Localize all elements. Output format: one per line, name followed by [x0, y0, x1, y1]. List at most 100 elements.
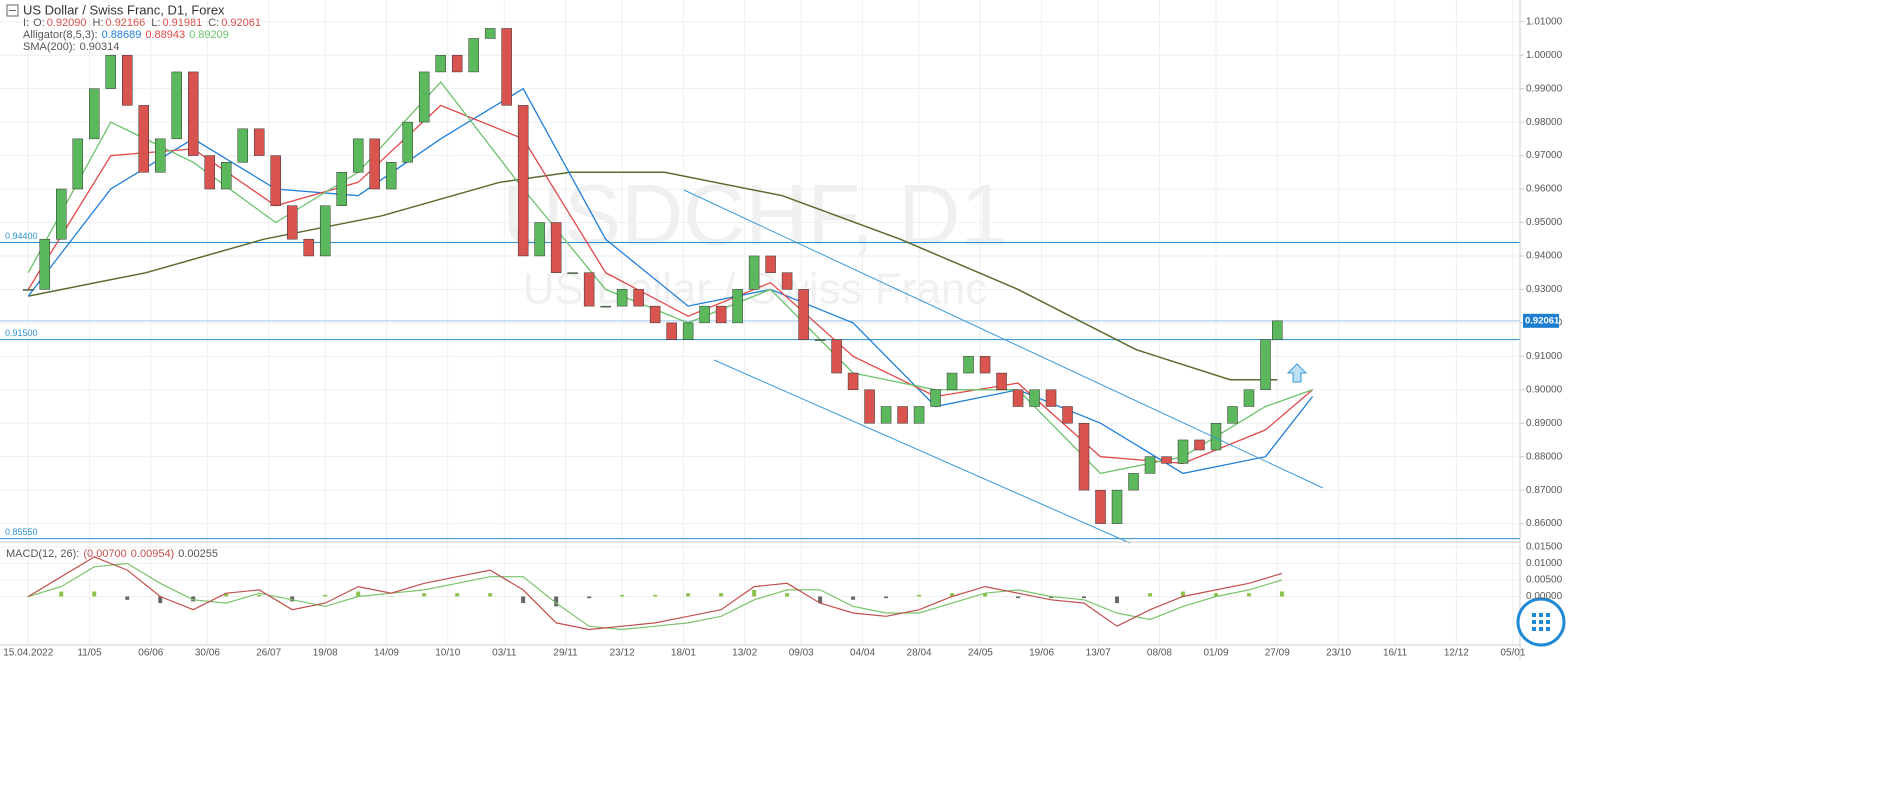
candle	[616, 289, 628, 307]
alligator-line	[27, 87, 1314, 475]
macd-line	[27, 556, 1283, 631]
sma-line	[28, 171, 1278, 381]
macd-histogram-bar	[356, 591, 361, 597]
candle	[89, 88, 100, 140]
candle	[501, 28, 512, 106]
level-label: 0.85550	[5, 527, 38, 537]
candle	[402, 121, 413, 163]
macd-histogram-bar	[323, 594, 328, 597]
macd-histogram-bar	[983, 593, 988, 597]
candle	[814, 339, 826, 341]
candle	[1045, 389, 1057, 407]
grid	[0, 0, 1520, 645]
trendline-lower	[713, 359, 1131, 544]
candle	[1078, 422, 1090, 491]
x-tick-label: 14/09	[374, 648, 399, 659]
alligator-line	[27, 104, 1314, 465]
ohlc-value: 0.92061	[221, 17, 261, 29]
y-tick-label: 0.95000	[1526, 217, 1563, 228]
macd-histogram-bar	[1115, 596, 1120, 604]
candle	[468, 38, 479, 73]
macd-histogram-bar	[653, 594, 658, 597]
macd-histogram-bar	[224, 593, 229, 597]
x-tick-label: 13/02	[732, 648, 757, 659]
candle	[154, 138, 166, 173]
macd-histogram-bar	[752, 589, 757, 597]
macd-value: 0.00954)	[131, 548, 174, 560]
macd-histogram-bar	[1082, 596, 1087, 599]
candle	[385, 162, 397, 190]
candle	[122, 54, 133, 106]
ohlc-name: O:	[33, 17, 45, 29]
y-tick-label: 0.98000	[1526, 117, 1563, 128]
candle	[748, 255, 760, 290]
x-tick-label: 26/07	[256, 648, 281, 659]
candle	[220, 162, 232, 190]
candle	[1111, 489, 1123, 524]
macd-histogram-bar	[884, 596, 889, 599]
menu-button[interactable]	[1516, 597, 1566, 647]
macd-histogram-bar	[719, 593, 724, 597]
macd-histogram-bar	[92, 591, 97, 597]
candle	[1161, 456, 1172, 464]
candle	[1128, 473, 1139, 491]
macd-histogram-bar	[191, 596, 196, 602]
candle	[534, 222, 545, 257]
candle	[831, 339, 842, 374]
ohlc-name: H:	[93, 17, 104, 29]
x-tick-label: 23/10	[1326, 648, 1351, 659]
y-tick-label: 0.96000	[1526, 184, 1563, 195]
candle	[963, 356, 974, 374]
candle	[996, 372, 1007, 391]
macd-histogram-bar	[1049, 596, 1054, 599]
candle	[979, 356, 991, 374]
macd-histogram-bar	[521, 596, 526, 604]
ohlc-name: L:	[151, 17, 160, 29]
candle	[930, 389, 941, 407]
macd-tick-label: 0.00500	[1526, 575, 1563, 586]
x-tick-label: 27/09	[1265, 648, 1290, 659]
x-tick-label: 03/11	[492, 648, 517, 659]
menu-icon	[1532, 613, 1550, 631]
macd-histogram-bar	[1279, 591, 1284, 597]
candle	[550, 222, 562, 273]
x-tick-label: 04/04	[850, 648, 875, 659]
x-tick-label: 23/12	[610, 648, 635, 659]
macd-histogram-bar	[851, 596, 856, 600]
x-tick-label: 24/05	[968, 648, 993, 659]
macd-signal-line	[28, 562, 1283, 631]
macd-histogram-bar	[950, 593, 955, 597]
y-tick-label: 1.01000	[1526, 16, 1563, 27]
x-tick-label: 08/08	[1147, 648, 1172, 659]
macd-histogram-bar	[389, 596, 394, 597]
macd-histogram-bar	[785, 593, 790, 597]
x-tick-label: 16/11	[1383, 648, 1408, 659]
macd-histogram-bar	[1181, 591, 1186, 597]
level-label: 0.94400	[5, 231, 38, 241]
candle	[418, 71, 430, 123]
candle	[171, 71, 182, 140]
candle	[781, 272, 793, 290]
macd-histogram-bar	[422, 593, 427, 597]
x-tick-label: 01/09	[1203, 648, 1228, 659]
candle	[798, 289, 809, 340]
candle	[303, 238, 314, 257]
candle	[270, 155, 281, 207]
candle	[583, 272, 595, 307]
x-tick-label: 12/12	[1444, 648, 1469, 659]
macd-tick-label: 0.01500	[1526, 542, 1563, 553]
macd-histogram-bar	[59, 591, 64, 597]
candle	[913, 406, 925, 424]
candle	[204, 155, 215, 190]
candle	[1194, 439, 1205, 451]
candle	[880, 406, 892, 424]
macd-histogram-bar	[818, 596, 823, 604]
x-tick-label: 29/11	[553, 648, 578, 659]
candle	[765, 255, 776, 273]
candle	[237, 128, 248, 163]
x-tick-label: 30/06	[195, 648, 220, 659]
legend: I: O: 0.92090 H: 0.92166 L: 0.91981 C: 0.92061 Al…	[6, 17, 261, 560]
sma-value: 0.90314	[80, 41, 120, 53]
candle	[946, 372, 958, 391]
